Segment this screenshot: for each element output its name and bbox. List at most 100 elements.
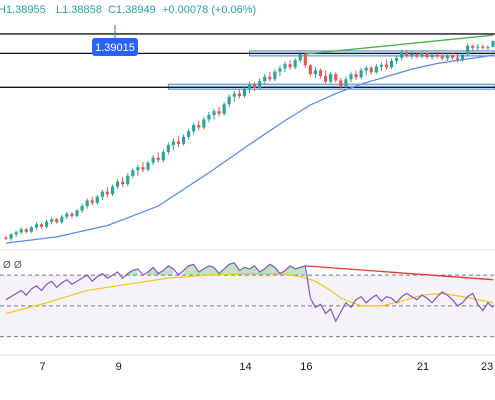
- candle-body: [354, 74, 358, 78]
- candle-body: [60, 216, 64, 223]
- candle-body: [466, 45, 470, 55]
- price-callout-box: [92, 38, 138, 56]
- candle-body: [384, 64, 389, 68]
- candle-body: [247, 84, 252, 89]
- candle-body: [242, 88, 246, 97]
- x-tick-label: 14: [239, 361, 251, 373]
- candle-body: [324, 76, 328, 82]
- candle-body: [435, 54, 439, 57]
- rsi-line: [5, 262, 494, 323]
- candle-body: [460, 54, 465, 60]
- candle-body: [283, 64, 287, 69]
- price-callout: 1.39015: [92, 25, 138, 56]
- candle-body: [344, 79, 348, 87]
- candle-body: [95, 196, 99, 203]
- candle-body: [268, 76, 272, 80]
- candle-body: [85, 200, 89, 207]
- candle-body: [136, 167, 140, 171]
- candle-body: [329, 74, 333, 82]
- candle-body: [445, 55, 449, 59]
- rsi-ma-line: [5, 272, 494, 315]
- candle-body: [334, 74, 338, 81]
- candle-body: [389, 60, 394, 68]
- candle-body: [232, 93, 236, 97]
- candle-body: [308, 65, 312, 75]
- candle-body: [349, 74, 353, 80]
- rsi-overbought-fill: [148, 265, 174, 276]
- candle-body: [430, 54, 434, 58]
- candle-body: [227, 96, 231, 105]
- candle-body: [339, 80, 343, 87]
- candle-body: [105, 191, 110, 195]
- candle-body: [415, 54, 419, 57]
- candle-body: [258, 81, 262, 88]
- candle-body: [425, 52, 429, 58]
- moving-average-line: [5, 54, 494, 244]
- candle-body: [400, 52, 404, 58]
- candle-body: [395, 57, 399, 61]
- candle-body: [4, 237, 8, 239]
- candle-body: [70, 213, 74, 217]
- candle-body: [450, 55, 454, 58]
- candle-body: [410, 54, 414, 56]
- candle-body: [156, 157, 160, 161]
- rsi-param-2: Ø: [14, 260, 22, 271]
- candle-body: [80, 206, 84, 211]
- candle-body: [131, 170, 135, 176]
- candle-body: [192, 125, 196, 132]
- candle-body: [39, 224, 44, 227]
- candle-body: [34, 224, 39, 228]
- candle-body: [440, 56, 444, 59]
- candle-body: [45, 221, 49, 227]
- candle-body: [110, 186, 115, 195]
- x-tick-label: 9: [116, 361, 122, 373]
- candle-body: [359, 70, 363, 78]
- candle-body: [197, 125, 201, 128]
- candle-body: [116, 181, 120, 187]
- rsi-overbought-fill: [183, 262, 306, 276]
- candle-body: [486, 47, 490, 49]
- candle-body: [481, 46, 485, 48]
- x-axis: 7 9 14 16 21 23: [0, 354, 495, 373]
- candle-body: [14, 232, 18, 235]
- candle-body: [303, 54, 307, 66]
- candle-body: [171, 141, 175, 146]
- candle-body: [151, 157, 155, 163]
- candle-body: [55, 219, 59, 223]
- candle-body: [455, 57, 460, 60]
- candle-body: [405, 52, 409, 56]
- candle-body: [161, 152, 165, 161]
- candle-body: [146, 162, 150, 170]
- candle-body: [121, 181, 125, 185]
- candle-body: [278, 68, 282, 72]
- x-tick-label: 7: [40, 361, 46, 373]
- candle-body: [298, 54, 302, 61]
- candle-body: [318, 70, 323, 77]
- candle-body: [29, 227, 33, 232]
- candle-body: [166, 145, 170, 153]
- candle-body: [217, 111, 221, 114]
- candle-body: [471, 45, 475, 48]
- candle-body: [141, 167, 145, 170]
- rsi-pane: Ø Ø: [0, 260, 495, 338]
- ohlc-header: H1.38955 L1.38858 C1.38949 +0.00078 (+0.…: [0, 4, 256, 16]
- ohlc-close: C1.38949: [108, 4, 156, 16]
- candle-body: [90, 200, 94, 203]
- price-callout-text: 1.39015: [95, 42, 135, 54]
- ohlc-high: H1.38955: [0, 4, 46, 16]
- rsi-overbought-fill: [127, 268, 138, 276]
- candle-body: [207, 114, 211, 120]
- candle-body: [176, 141, 181, 144]
- candle-body: [379, 64, 383, 67]
- candle-body: [100, 191, 104, 197]
- candle-body: [24, 229, 28, 232]
- candle-body: [222, 104, 226, 114]
- candle-body: [364, 67, 368, 71]
- candle-body: [126, 175, 130, 185]
- rsi-param-1: Ø: [3, 260, 11, 271]
- ohlc-change: +0.00078 (+0.06%): [162, 4, 256, 16]
- candle-body: [313, 70, 318, 75]
- candle-body: [212, 111, 216, 115]
- candle-body: [65, 213, 69, 217]
